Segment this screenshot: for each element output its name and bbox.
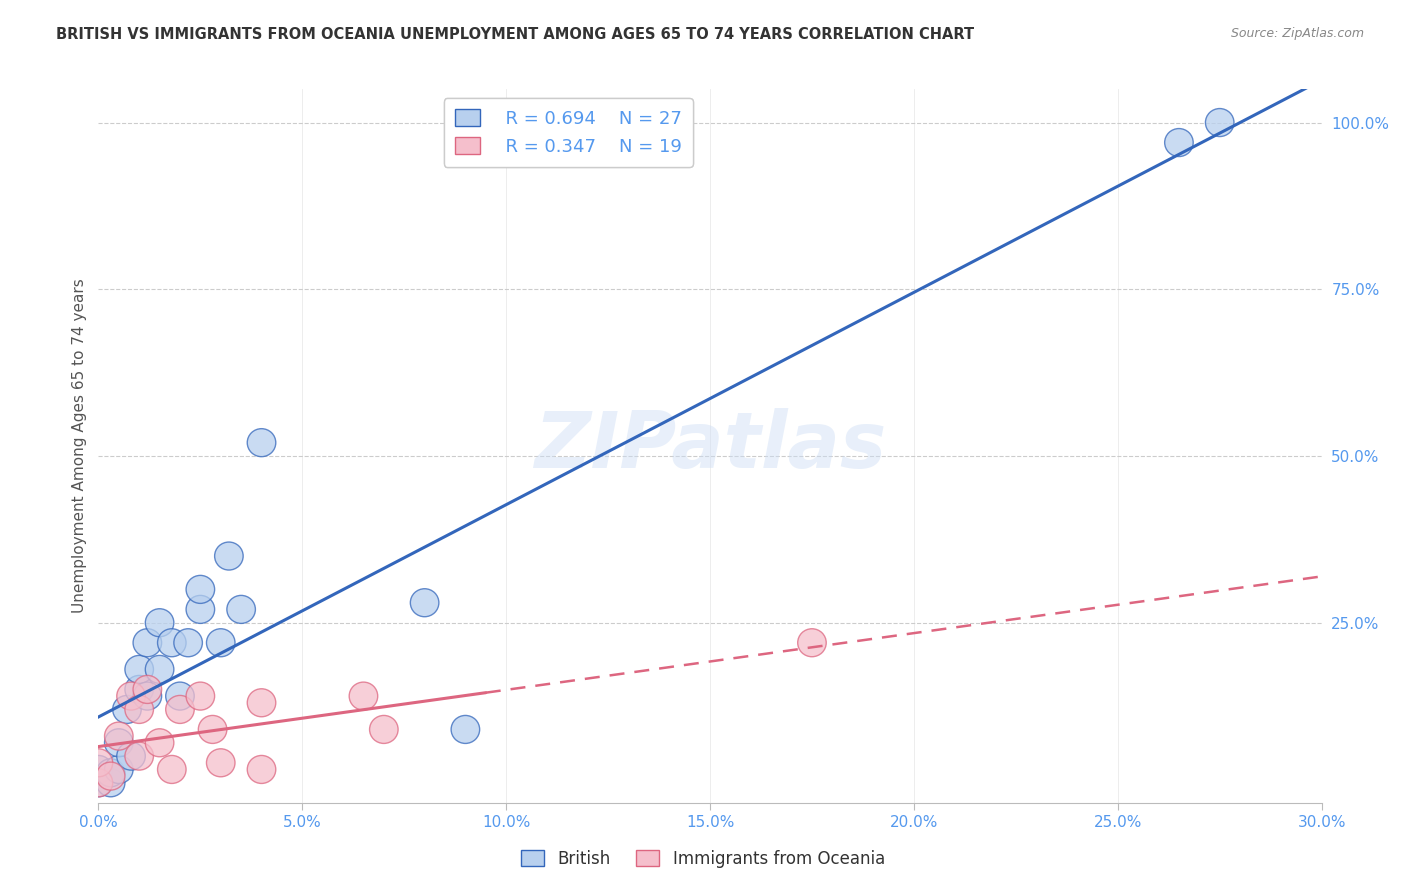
Text: Source: ZipAtlas.com: Source: ZipAtlas.com	[1230, 27, 1364, 40]
Text: ZIPatlas: ZIPatlas	[534, 408, 886, 484]
Ellipse shape	[84, 748, 112, 777]
Ellipse shape	[145, 608, 174, 637]
Ellipse shape	[112, 696, 141, 723]
Ellipse shape	[174, 629, 202, 657]
Ellipse shape	[349, 682, 378, 710]
Ellipse shape	[134, 675, 162, 704]
Ellipse shape	[97, 759, 125, 787]
Ellipse shape	[247, 429, 276, 457]
Legend: British, Immigrants from Oceania: British, Immigrants from Oceania	[515, 844, 891, 875]
Ellipse shape	[84, 769, 112, 797]
Ellipse shape	[104, 756, 134, 783]
Ellipse shape	[145, 729, 174, 756]
Ellipse shape	[157, 756, 186, 783]
Ellipse shape	[145, 656, 174, 683]
Ellipse shape	[84, 756, 112, 783]
Ellipse shape	[125, 742, 153, 770]
Ellipse shape	[104, 729, 134, 756]
Ellipse shape	[125, 675, 153, 704]
Ellipse shape	[134, 682, 162, 710]
Ellipse shape	[84, 769, 112, 797]
Ellipse shape	[104, 723, 134, 750]
Ellipse shape	[247, 689, 276, 717]
Ellipse shape	[125, 696, 153, 723]
Ellipse shape	[134, 629, 162, 657]
Ellipse shape	[186, 595, 215, 624]
Ellipse shape	[207, 748, 235, 777]
Ellipse shape	[247, 756, 276, 783]
Ellipse shape	[411, 589, 439, 616]
Ellipse shape	[186, 682, 215, 710]
Ellipse shape	[370, 715, 398, 743]
Ellipse shape	[1205, 109, 1234, 136]
Y-axis label: Unemployment Among Ages 65 to 74 years: Unemployment Among Ages 65 to 74 years	[72, 278, 87, 614]
Ellipse shape	[215, 542, 243, 570]
Ellipse shape	[797, 629, 827, 657]
Ellipse shape	[451, 715, 479, 743]
Ellipse shape	[117, 742, 145, 770]
Ellipse shape	[166, 696, 194, 723]
Ellipse shape	[207, 629, 235, 657]
Legend:   R = 0.694    N = 27,   R = 0.347    N = 19: R = 0.694 N = 27, R = 0.347 N = 19	[444, 98, 693, 167]
Ellipse shape	[1164, 128, 1194, 157]
Ellipse shape	[117, 682, 145, 710]
Ellipse shape	[125, 656, 153, 683]
Ellipse shape	[97, 769, 125, 797]
Ellipse shape	[186, 575, 215, 603]
Ellipse shape	[97, 762, 125, 790]
Ellipse shape	[157, 629, 186, 657]
Ellipse shape	[226, 595, 256, 624]
Ellipse shape	[198, 715, 226, 743]
Text: BRITISH VS IMMIGRANTS FROM OCEANIA UNEMPLOYMENT AMONG AGES 65 TO 74 YEARS CORREL: BRITISH VS IMMIGRANTS FROM OCEANIA UNEMP…	[56, 27, 974, 42]
Ellipse shape	[166, 682, 194, 710]
